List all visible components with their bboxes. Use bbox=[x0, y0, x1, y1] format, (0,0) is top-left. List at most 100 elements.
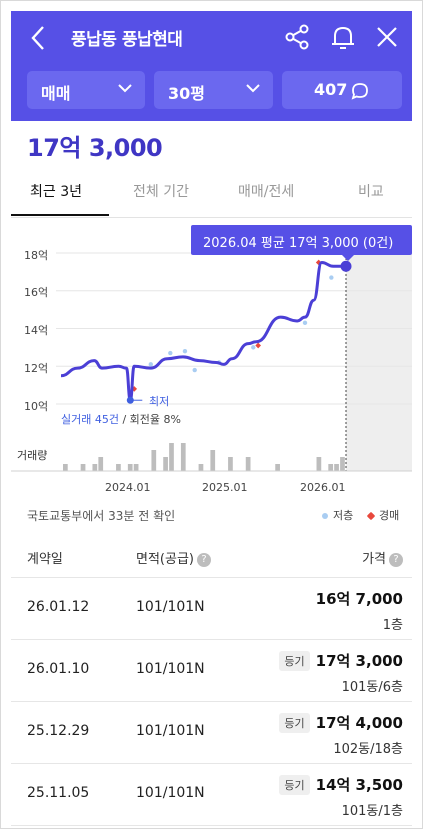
row-price: 16억 7,000 bbox=[315, 590, 403, 608]
table-row[interactable]: 26.01.10 101/101N 등기 17억 3,000 101동/6층 bbox=[11, 640, 412, 702]
row-price-wrap: 등기 14억 3,500 bbox=[279, 774, 403, 795]
column-header-price-label: 가격 bbox=[362, 552, 386, 567]
tab-all-period[interactable]: 전체 기간 bbox=[133, 184, 189, 200]
future-shade bbox=[346, 246, 412, 471]
volume-bar bbox=[133, 464, 139, 471]
x-tick-label: 2025.01 bbox=[202, 481, 248, 494]
price-chart[interactable]: 18억 16억 14억 12억 10억 2026.04 평균 17억 3,000… bbox=[11, 218, 412, 503]
column-header-date: 계약일 bbox=[27, 552, 63, 567]
comment-count: 407 bbox=[314, 80, 348, 99]
size-select[interactable]: 30평 bbox=[154, 71, 273, 109]
comments-button[interactable]: 407 bbox=[282, 71, 402, 109]
registered-badge: 등기 bbox=[279, 651, 310, 671]
y-tick-label: 18억 bbox=[24, 249, 49, 262]
volume-bar bbox=[245, 457, 251, 471]
speech-bubble-icon bbox=[351, 83, 368, 100]
row-floor: 1층 bbox=[382, 618, 403, 633]
column-header-price: 가격? bbox=[362, 548, 403, 567]
header-bar: 풍납동 풍납현대 매매 30평 407 bbox=[11, 11, 412, 121]
volume-bar bbox=[328, 464, 334, 471]
help-icon[interactable]: ? bbox=[196, 552, 211, 567]
y-tick-label: 10억 bbox=[24, 400, 49, 413]
legend-low-floor: 저층 bbox=[322, 507, 353, 523]
volume-label: 거래량 bbox=[17, 449, 48, 462]
table-row[interactable]: 26.01.12 101/101N 16억 7,000 1층 bbox=[11, 578, 412, 640]
price-trend-line bbox=[60, 260, 346, 402]
row-floor: 101동/1층 bbox=[341, 804, 403, 819]
deals-summary: 실거래 45건 / 회전율 8% bbox=[61, 411, 181, 427]
legend-dot bbox=[366, 511, 376, 521]
column-header-area: 면적(공급)? bbox=[136, 548, 211, 567]
table-header: 계약일 면적(공급)? 가격? bbox=[11, 540, 412, 578]
trade-type-select[interactable]: 매매 bbox=[27, 71, 145, 109]
column-header-area-label: 면적(공급) bbox=[136, 552, 194, 567]
row-area: 101/101N bbox=[136, 599, 205, 615]
registered-badge: 등기 bbox=[279, 775, 310, 795]
table-row[interactable]: 25.11.05 101/101N 등기 14억 3,500 101동/1층 bbox=[11, 764, 412, 826]
volume-bar bbox=[116, 464, 121, 471]
low-floor-point bbox=[251, 345, 256, 350]
row-area: 101/101N bbox=[136, 785, 205, 801]
deals-count: 실거래 45건 bbox=[61, 413, 119, 426]
share-icon[interactable] bbox=[283, 23, 311, 51]
table-row[interactable]: 25.12.29 101/101N 등기 17억 4,000 102동/18층 bbox=[11, 702, 412, 764]
low-floor-point bbox=[168, 350, 173, 356]
row-area: 101/101N bbox=[136, 661, 205, 677]
x-tick-label: 2024.01 bbox=[105, 481, 151, 494]
volume-bar bbox=[92, 464, 98, 471]
y-tick-label: 12억 bbox=[24, 362, 49, 375]
row-date: 25.11.05 bbox=[27, 785, 90, 801]
low-floor-point bbox=[192, 367, 197, 373]
close-icon[interactable] bbox=[373, 23, 401, 51]
volume-bar bbox=[316, 457, 322, 471]
chevron-down-icon bbox=[118, 84, 132, 93]
legend-auction: 경매 bbox=[366, 507, 399, 523]
volume-bar bbox=[198, 464, 204, 471]
auction-point bbox=[255, 342, 261, 349]
row-price: 17억 3,000 bbox=[315, 652, 403, 670]
lowest-price-point bbox=[126, 396, 134, 404]
data-source-note: 국토교통부에서 33분 전 확인 bbox=[27, 509, 176, 523]
volume-bar bbox=[210, 450, 216, 471]
row-date: 26.01.10 bbox=[27, 661, 90, 677]
row-area: 101/101N bbox=[136, 723, 205, 739]
y-tick-label: 16억 bbox=[24, 286, 49, 299]
row-price: 14억 3,500 bbox=[315, 776, 403, 794]
volume-bar bbox=[180, 443, 186, 471]
row-price-wrap: 등기 17억 3,000 bbox=[279, 650, 403, 671]
chevron-down-icon bbox=[246, 84, 260, 93]
tooltip-pointer bbox=[342, 255, 354, 261]
volume-bar bbox=[80, 464, 86, 471]
row-date: 26.01.12 bbox=[27, 599, 90, 615]
row-floor: 102동/18층 bbox=[333, 742, 403, 757]
tab-compare[interactable]: 비교 bbox=[358, 184, 384, 200]
back-arrow-icon[interactable] bbox=[25, 23, 51, 53]
volume-bar bbox=[163, 457, 168, 471]
tab-recent-3y[interactable]: 최근 3년 bbox=[30, 184, 82, 200]
registered-badge: 등기 bbox=[279, 713, 310, 733]
volume-bar bbox=[127, 464, 133, 471]
volume-bar bbox=[98, 457, 104, 471]
volume-bar bbox=[151, 450, 157, 471]
size-value: 30평 bbox=[168, 84, 205, 103]
low-floor-point bbox=[302, 320, 308, 326]
active-tab-indicator bbox=[11, 214, 109, 216]
legend-label: 저층 bbox=[333, 509, 354, 522]
y-tick-label: 14억 bbox=[24, 324, 49, 337]
volume-bar bbox=[228, 457, 233, 471]
volume-bar bbox=[340, 457, 345, 471]
row-floor: 101동/6층 bbox=[341, 680, 403, 695]
current-price: 17억 3,000 bbox=[27, 134, 163, 162]
low-floor-point bbox=[329, 275, 334, 280]
price-chart-svg bbox=[11, 246, 412, 472]
tab-sale-lease[interactable]: 매매/전세 bbox=[238, 184, 295, 200]
help-icon[interactable]: ? bbox=[389, 552, 403, 567]
volume-bar bbox=[334, 464, 339, 471]
turnover-rate: / 회전율 8% bbox=[118, 413, 181, 426]
page-title: 풍납동 풍납현대 bbox=[71, 30, 183, 50]
low-floor-point bbox=[148, 362, 153, 367]
period-tabs: 최근 3년 전체 기간 매매/전세 비교 bbox=[11, 170, 412, 218]
row-date: 25.12.29 bbox=[27, 723, 90, 739]
bell-icon[interactable] bbox=[329, 23, 357, 51]
row-price: 17억 4,000 bbox=[315, 714, 403, 732]
